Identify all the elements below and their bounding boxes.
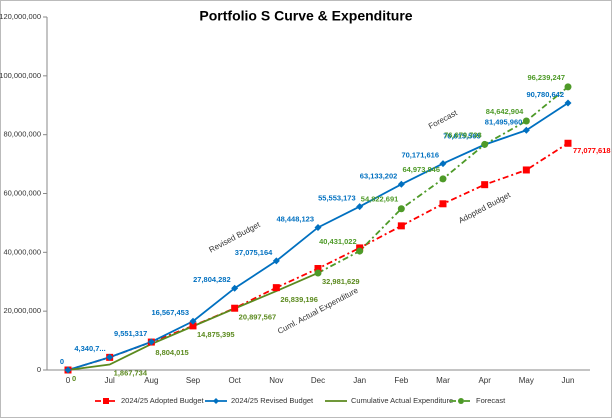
- legend-marker: [213, 398, 219, 404]
- marker: [564, 83, 572, 91]
- y-tick-label: 40,000,000: [3, 247, 41, 256]
- marker: [397, 180, 405, 188]
- x-tick-label: Sep: [186, 376, 201, 385]
- marker: [481, 140, 489, 148]
- data-label: 8,804,015: [155, 348, 188, 357]
- data-label: 76,615,565: [443, 132, 481, 141]
- marker: [481, 181, 489, 189]
- y-tick-label: 0: [37, 365, 41, 374]
- data-label: 27,804,282: [193, 275, 231, 284]
- data-label: 63,133,202: [360, 171, 398, 180]
- legend-label: Cumulative Actual Expenditure: [351, 396, 453, 405]
- data-label: 55,553,173: [318, 194, 356, 203]
- data-label: 96,239,247: [527, 73, 565, 82]
- data-label: 40,431,022: [319, 237, 357, 246]
- data-label: 14,875,395: [197, 330, 235, 339]
- data-label: 4,340,7...: [74, 344, 105, 353]
- x-tick-label: Jan: [353, 376, 366, 385]
- data-label: 37,075,164: [235, 248, 273, 257]
- x-tick-label: Nov: [269, 376, 283, 385]
- data-label: 0: [72, 374, 76, 383]
- marker: [231, 284, 239, 292]
- data-label: 26,839,196: [280, 295, 318, 304]
- marker: [64, 366, 72, 374]
- y-tick-label: 80,000,000: [3, 130, 41, 139]
- marker: [189, 322, 197, 330]
- data-label: 76,679,738: [444, 130, 482, 139]
- legend-marker: [103, 398, 109, 404]
- data-label: 90,780,642: [526, 90, 564, 99]
- marker: [439, 175, 447, 183]
- x-tick-label: Apr: [478, 376, 491, 385]
- marker: [439, 160, 447, 168]
- data-label: 48,448,123: [276, 214, 314, 223]
- marker: [147, 338, 155, 346]
- data-label: 54,822,691: [361, 195, 399, 204]
- data-label: 70,171,616: [401, 151, 439, 160]
- marker: [231, 304, 239, 312]
- x-tick-label: Dec: [311, 376, 325, 385]
- x-tick-label: Jun: [562, 376, 575, 385]
- x-tick-label: Feb: [394, 376, 408, 385]
- y-tick-label: 20,000,000: [3, 306, 41, 315]
- marker: [439, 200, 447, 208]
- x-tick-label: Aug: [144, 376, 158, 385]
- marker: [314, 223, 322, 231]
- marker: [522, 126, 530, 134]
- data-label: 81,495,960: [485, 117, 523, 126]
- data-label: 20,897,567: [239, 313, 277, 322]
- y-tick-label: 60,000,000: [3, 188, 41, 197]
- y-tick-label: 120,000,000: [0, 12, 41, 21]
- legend-label: Forecast: [476, 396, 506, 405]
- data-label: 9,551,317: [114, 329, 147, 338]
- marker: [522, 117, 530, 125]
- marker: [522, 166, 530, 174]
- marker: [272, 257, 280, 265]
- data-label: 16,567,453: [151, 308, 189, 317]
- data-label: 77,077,618: [573, 146, 611, 155]
- marker: [356, 247, 364, 255]
- x-tick-label: Mar: [436, 376, 450, 385]
- chart-title: Portfolio S Curve & Expenditure: [199, 8, 412, 24]
- legend-marker: [458, 398, 464, 404]
- data-label: 64,973,846: [402, 165, 440, 174]
- marker: [356, 203, 364, 211]
- y-tick-label: 100,000,000: [0, 71, 41, 80]
- marker: [564, 99, 572, 107]
- marker: [314, 265, 322, 273]
- marker: [397, 205, 405, 213]
- marker: [189, 317, 197, 325]
- x-tick-label: May: [519, 376, 534, 385]
- marker: [564, 139, 572, 147]
- marker: [314, 269, 322, 277]
- legend-label: 2024/25 Adopted Budget: [121, 396, 204, 405]
- x-tick-label: Oct: [228, 376, 241, 385]
- marker: [272, 284, 280, 292]
- data-label: 84,642,904: [486, 107, 524, 116]
- legend-label: 2024/25 Revised Budget: [231, 396, 314, 405]
- data-label: 1,867,734: [114, 368, 148, 377]
- x-tick-label: 0: [66, 376, 71, 385]
- data-label: 32,981,629: [322, 277, 360, 286]
- marker: [106, 353, 114, 361]
- data-label: 0: [60, 357, 64, 366]
- marker: [397, 222, 405, 230]
- x-tick-label: Jul: [105, 376, 115, 385]
